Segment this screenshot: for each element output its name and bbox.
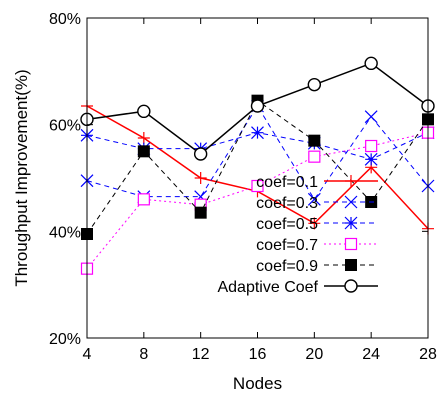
legend-label: Adaptive Coef xyxy=(217,279,318,296)
y-tick-label: 60% xyxy=(49,118,81,135)
series-adaptive-coef xyxy=(80,56,435,161)
data-point xyxy=(364,110,378,124)
legend-marker xyxy=(345,175,357,187)
x-tick-label: 8 xyxy=(139,346,148,363)
legend-marker xyxy=(344,195,358,209)
data-point xyxy=(137,132,150,144)
legend-marker xyxy=(344,279,358,293)
data-point xyxy=(364,56,378,71)
x-tick-label: 16 xyxy=(249,346,267,363)
legend-label: coef=0.7 xyxy=(256,237,318,254)
series-coef-0-1 xyxy=(81,100,434,235)
data-point xyxy=(307,192,321,206)
legend-label: coef=0.5 xyxy=(256,216,318,233)
legend-label: coef=0.3 xyxy=(256,195,318,212)
x-tick-label: 28 xyxy=(419,346,437,363)
legend-item: coef=0.9 xyxy=(256,258,378,275)
y-tick-label: 40% xyxy=(49,224,81,241)
data-point xyxy=(137,104,151,119)
data-point xyxy=(137,145,150,158)
data-point xyxy=(308,134,321,147)
legend-item: coef=0.3 xyxy=(256,195,378,212)
data-point xyxy=(365,139,378,153)
data-point xyxy=(137,193,150,206)
y-tick-label: 20% xyxy=(49,331,81,348)
legend-marker xyxy=(345,259,357,271)
x-tick-label: 4 xyxy=(83,346,92,363)
legend-item: coef=0.1 xyxy=(256,174,378,191)
y-tick-label: 80% xyxy=(49,11,81,28)
data-point xyxy=(193,147,208,161)
x-axis-label: Nodes xyxy=(233,374,282,393)
x-tick-label: 24 xyxy=(362,346,380,363)
legend-marker xyxy=(344,216,358,230)
axes: 20% 40% 60% 80% 4 8 12 16 20 24 28 xyxy=(49,11,437,363)
data-point xyxy=(251,179,264,193)
data-point xyxy=(194,206,207,219)
data-point xyxy=(364,152,378,166)
data-point xyxy=(251,126,264,140)
legend-item: Adaptive Coef xyxy=(217,279,378,296)
legend-marker xyxy=(344,237,358,251)
data-point xyxy=(308,217,321,230)
legend-item: coef=0.7 xyxy=(256,237,378,254)
data-point xyxy=(307,77,322,92)
data-point xyxy=(250,99,265,113)
data-point xyxy=(308,150,321,163)
data-point xyxy=(194,172,207,184)
legend-label: coef=0.1 xyxy=(256,174,318,191)
x-tick-label: 20 xyxy=(305,346,323,363)
y-axis-label: Throughput Improvement(%) xyxy=(12,69,31,286)
legend-label: coef=0.9 xyxy=(256,258,318,275)
x-tick-label: 12 xyxy=(192,346,210,363)
legend-item: coef=0.5 xyxy=(256,216,378,233)
legend: coef=0.1 coef=0.3 coef=0.5 coef=0.7 coef=0.9… xyxy=(217,174,378,296)
